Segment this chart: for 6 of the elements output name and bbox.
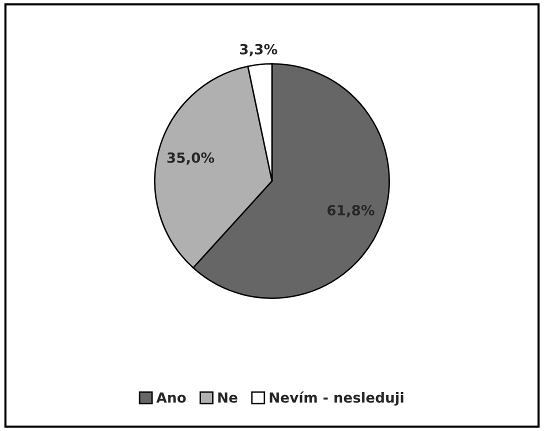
legend-label: Ne <box>218 392 238 403</box>
data-label: 35,0% <box>167 152 214 165</box>
legend-label: Nevím - nesleduji <box>270 391 404 406</box>
data-label: 3,3% <box>240 44 278 56</box>
data-label: 61,8% <box>328 204 374 218</box>
legend-label: Ano <box>156 392 186 403</box>
